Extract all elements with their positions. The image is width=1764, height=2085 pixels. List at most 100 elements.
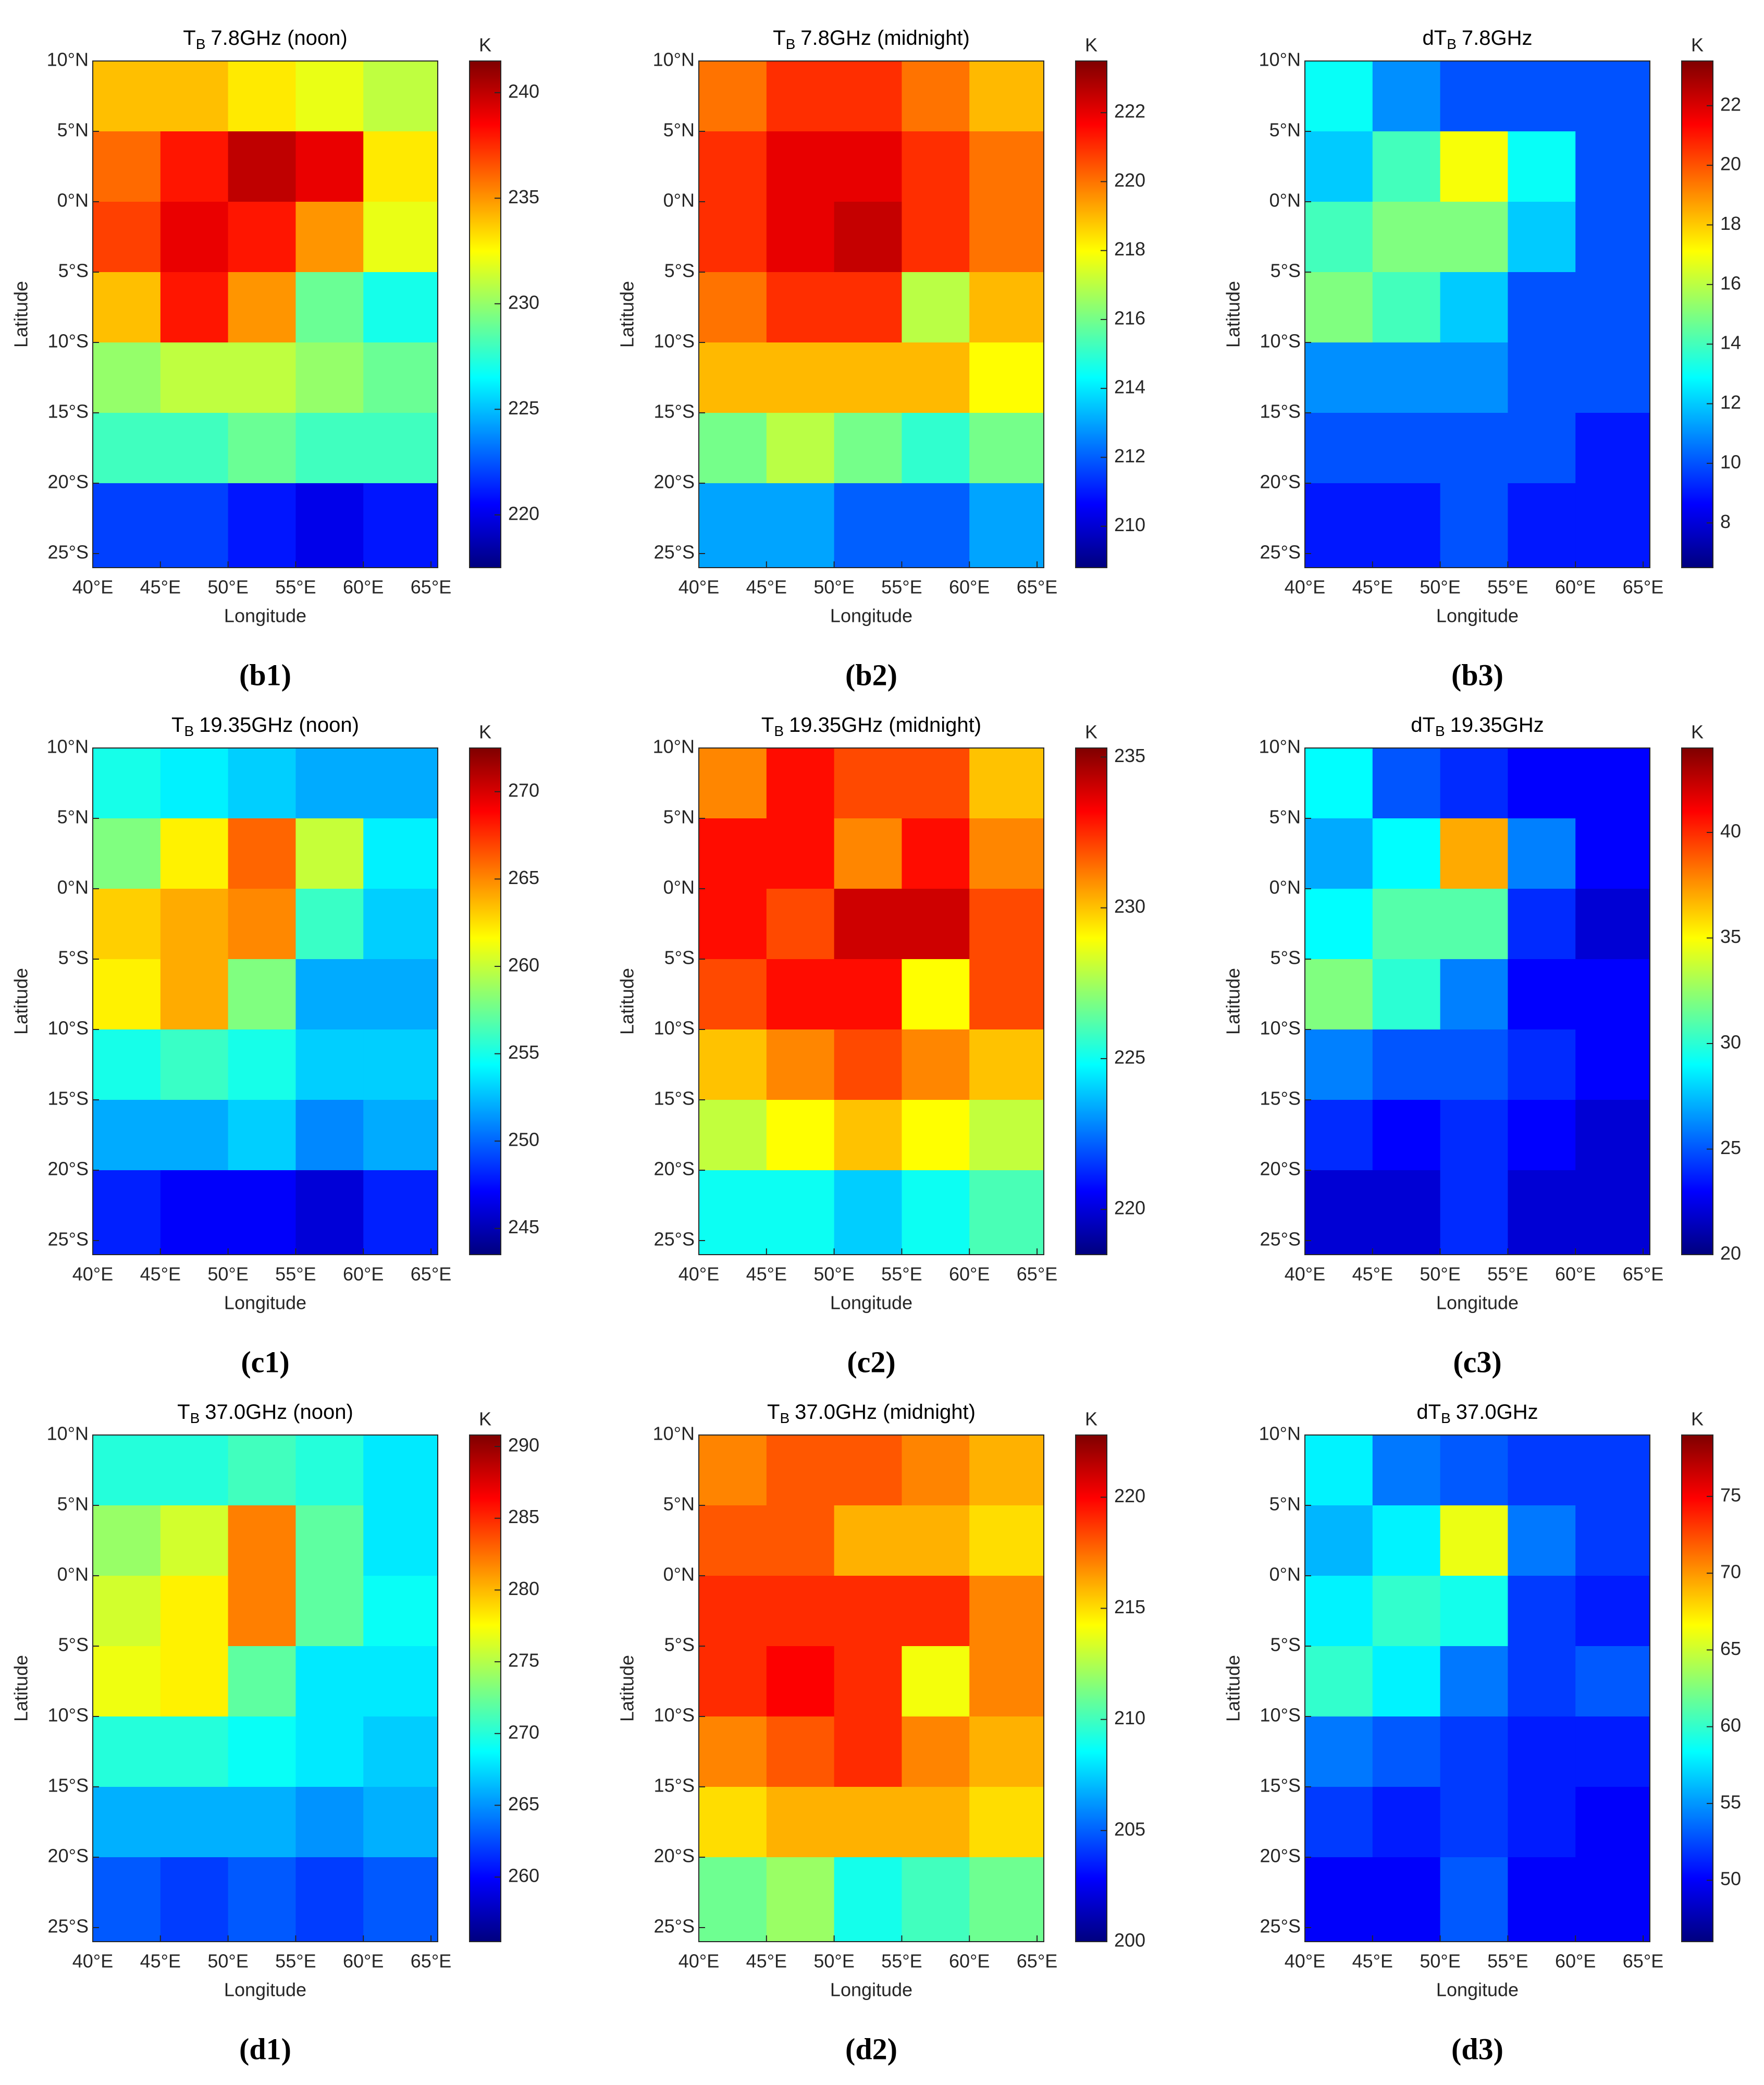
colorbar-tick-label: 20 [1720,1243,1741,1264]
heatmap-cell [1508,272,1576,343]
title-main: dT [1416,1401,1441,1424]
heatmap-cell [1372,413,1441,484]
colorbar-label: K [1691,1408,1704,1430]
x-tick-label: 65°E [411,1264,451,1285]
colorbar-tick-label: 210 [1114,1707,1145,1728]
y-tick-label: 0°N [663,1564,695,1585]
y-tick-label: 10°S [654,1017,695,1039]
y-tick-label: 20°S [654,1845,695,1867]
heatmap-cell [902,1787,970,1858]
heatmap-cell [363,1576,438,1647]
heatmap-cell [160,272,229,343]
heatmap-cell [1440,1100,1508,1171]
heatmap-cell [1508,1576,1576,1647]
heatmap-cell [1575,818,1650,889]
heatmap-cell [902,1857,970,1942]
heatmap-cell [1372,1857,1441,1942]
heatmap-cell [1305,1170,1373,1255]
heatmap-cell [160,413,229,484]
x-tick-label: 65°E [1017,1264,1057,1285]
y-tick-label: 15°S [48,401,89,422]
heatmap-cell [902,1505,970,1576]
heatmap-cell [969,342,1044,413]
y-tick-label: 25°S [654,542,695,563]
heatmap-cell [160,818,229,889]
y-tick-label: 10°S [48,330,89,352]
heatmap-cell [1508,202,1576,273]
heatmap-cell [1575,272,1650,343]
y-axis-label: Latitude [10,1655,32,1722]
y-tick-label: 5°S [664,1634,695,1655]
y-tick-label: 25°S [1260,1229,1301,1250]
colorbar-tick-label: 16 [1720,272,1741,293]
heatmap-cell [160,1100,229,1171]
heatmap-cell [1372,889,1441,960]
y-tick-label: 15°S [1260,1088,1301,1109]
x-tick-label: 55°E [275,1951,316,1972]
y-tick-label: 15°S [48,1775,89,1796]
heatmap-cell [766,202,835,273]
heatmap-cell [902,61,970,132]
heatmap-cell [969,413,1044,484]
heatmap-cell [834,1787,902,1858]
heatmap-cell [699,202,767,273]
x-tick-label: 65°E [1017,1951,1057,1972]
heatmap-cell [834,959,902,1030]
heatmap-cell [1440,889,1508,960]
y-axis-label: Latitude [10,281,32,348]
heatmap-cell [766,483,835,568]
y-tick-label: 0°N [57,1564,89,1585]
heatmap-cell [969,272,1044,343]
heatmap-cell [295,202,364,273]
x-tick-label: 65°E [1623,1264,1663,1285]
heatmap-cell [902,342,970,413]
y-axis-label: Latitude [10,968,32,1035]
colorbar-tick-label: 235 [508,186,539,207]
y-tick-label: 5°S [1270,260,1301,281]
title-sub: B [780,1410,790,1426]
colorbar-tick-label: 235 [1114,745,1145,766]
heatmap-cell [1305,131,1373,202]
y-tick-label: 25°S [654,1229,695,1250]
heatmap-cell [1440,1857,1508,1942]
colorbar-tick-label: 290 [508,1434,539,1456]
x-tick-label: 55°E [275,577,316,598]
y-tick-label: 10°S [1260,1704,1301,1726]
heatmap-cell [228,1029,296,1100]
y-tick-label: 15°S [654,1775,695,1796]
heatmap-cell [1305,342,1373,413]
colorbar-tick-label: 30 [1720,1032,1741,1053]
heatmap-cell [834,342,902,413]
heatmap-cell [363,131,438,202]
y-tick-label: 5°N [57,1493,89,1515]
x-axis-label: Longitude [224,1292,306,1314]
heatmap-cell [363,1029,438,1100]
panel-label: (b2) [845,658,897,692]
heatmap-cell [160,1435,229,1506]
heatmap-cell [766,748,835,819]
heatmap-cell [228,1787,296,1858]
heatmap-cell [1508,1170,1576,1255]
x-tick-label: 40°E [1285,1264,1325,1285]
heatmap-cell [295,483,364,568]
heatmap-cell [363,959,438,1030]
heatmap-cell [969,889,1044,960]
heatmap-cell [93,1505,161,1576]
colorbar-tick-label: 265 [508,1793,539,1814]
colorbar-tick-label: 220 [508,502,539,524]
x-tick-label: 40°E [72,1951,113,1972]
x-axis-label: Longitude [1436,605,1519,627]
heatmap-cell [1575,131,1650,202]
heatmap-cell [1305,1646,1373,1717]
heatmap-cell [902,1646,970,1717]
heatmap-cell [902,1029,970,1100]
heatmap-cell [295,1716,364,1787]
heatmap-cell [295,748,364,819]
heatmap-cell [902,1576,970,1647]
heatmap-cell [363,1857,438,1942]
y-tick-label: 5°N [663,119,695,141]
x-tick-label: 50°E [1420,1264,1460,1285]
plot-frame [698,60,1044,568]
heatmap-cell [766,131,835,202]
heatmap-cell [363,1716,438,1787]
